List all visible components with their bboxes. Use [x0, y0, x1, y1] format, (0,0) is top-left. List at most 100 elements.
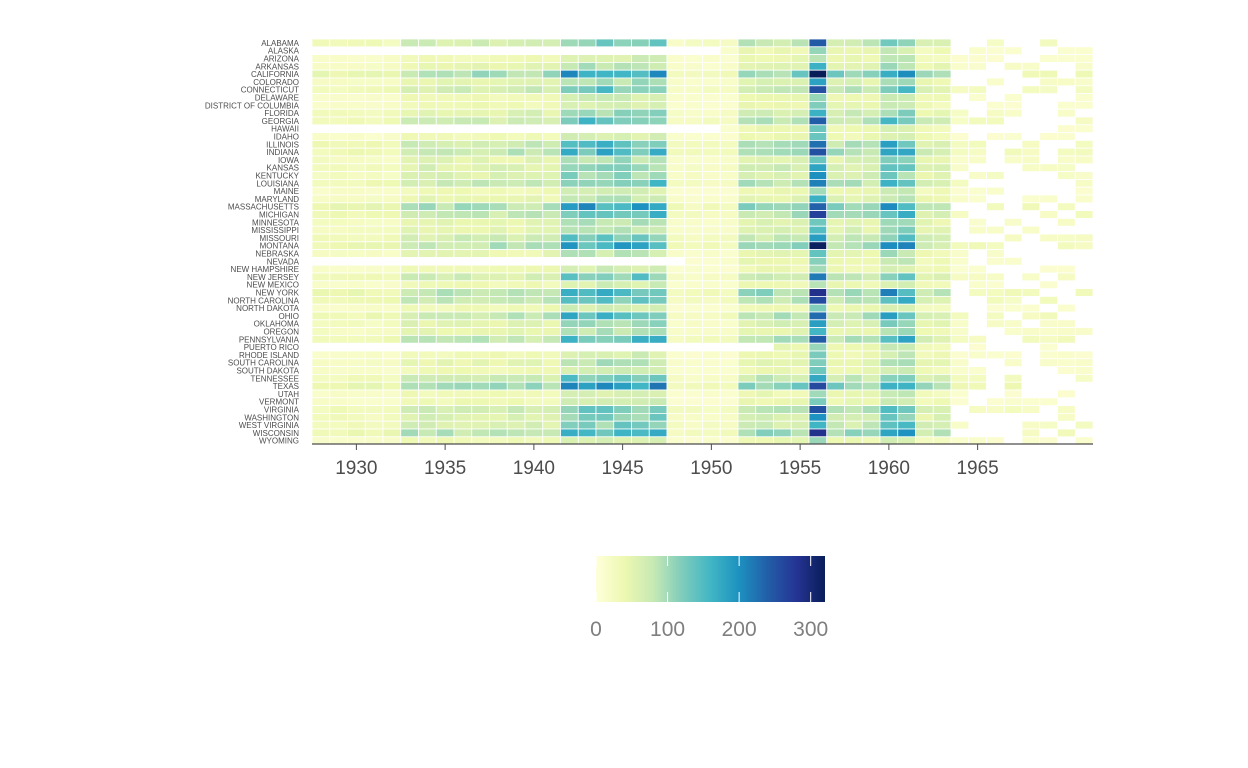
heatmap-cell — [755, 116, 774, 126]
heatmap-cell — [1057, 358, 1076, 367]
heatmap-cell — [844, 241, 863, 251]
heatmap-cell — [684, 62, 703, 71]
heatmap-cell — [560, 241, 579, 251]
heatmap-cell — [631, 93, 650, 102]
heatmap-cell — [577, 69, 597, 79]
heatmap-cell — [915, 350, 934, 360]
heatmap-cell — [560, 186, 579, 196]
heatmap-cell — [560, 428, 579, 438]
heatmap-cell — [844, 186, 863, 196]
heatmap-cell — [1021, 163, 1041, 173]
heatmap-cell — [595, 366, 615, 375]
heatmap-cell — [347, 108, 366, 118]
heatmap-cell — [702, 155, 721, 165]
heatmap-cell — [489, 412, 508, 422]
heatmap-cell — [808, 62, 828, 71]
heatmap-cell — [719, 233, 739, 243]
legend-tick-label: 300 — [793, 618, 828, 641]
heatmap-cell — [560, 163, 579, 173]
heatmap-cell — [329, 366, 348, 375]
heatmap-cell — [950, 358, 970, 367]
heatmap-cell — [382, 311, 402, 321]
heatmap-cell — [1057, 46, 1076, 55]
heatmap-cell — [648, 85, 668, 95]
heatmap-cell — [861, 327, 881, 336]
x-tick-label: 1930 — [335, 458, 377, 479]
heatmap-cell — [844, 62, 863, 71]
heatmap-cell — [577, 178, 597, 188]
heatmap-cell — [542, 186, 561, 196]
heatmap-cell — [595, 186, 615, 196]
heatmap-cell — [915, 334, 934, 344]
heatmap-cell — [915, 428, 934, 438]
heatmap-cell — [755, 101, 774, 110]
heatmap-cell — [506, 62, 526, 71]
heatmap-cell — [684, 303, 703, 313]
heatmap-cell — [489, 373, 508, 383]
heatmap-cell — [418, 69, 437, 79]
heatmap-cell — [311, 366, 331, 375]
heatmap-cell — [524, 163, 544, 173]
heatmap-cell — [719, 225, 739, 235]
heatmap-cell — [364, 350, 384, 360]
heatmap-cell — [364, 194, 384, 204]
heatmap-cell — [773, 69, 792, 79]
heatmap-cell — [471, 116, 490, 126]
heatmap-cell — [400, 69, 419, 79]
heatmap-cell — [524, 62, 544, 71]
heatmap-cell — [613, 249, 632, 258]
heatmap-cell — [1074, 101, 1094, 110]
heatmap-cell — [1057, 405, 1076, 414]
heatmap-cell — [773, 171, 792, 180]
heatmap-cell — [1074, 85, 1094, 95]
heatmap-cell — [897, 69, 916, 79]
heatmap-cell — [755, 272, 774, 282]
heatmap-cell — [879, 295, 899, 305]
heatmap-cell — [879, 233, 899, 243]
heatmap-cell — [755, 366, 774, 375]
heatmap-cell — [861, 358, 881, 367]
heatmap-cell — [1039, 233, 1058, 243]
heatmap-cell — [382, 132, 402, 141]
heatmap-cell — [932, 62, 952, 71]
state-label: DISTRICT OF COLUMBIA — [205, 101, 300, 110]
heatmap-cell — [1074, 178, 1094, 188]
heatmap-cell — [595, 288, 615, 297]
heatmap-cell — [453, 171, 473, 180]
heatmap-cell — [329, 225, 348, 235]
heatmap-cell — [702, 108, 721, 118]
heatmap-cell — [1074, 350, 1094, 360]
heatmap-cell — [577, 38, 597, 48]
heatmap-cell — [577, 233, 597, 243]
heatmap-cell — [666, 397, 686, 406]
heatmap-cell — [311, 334, 331, 344]
heatmap-cell — [506, 334, 526, 344]
heatmap-cell — [311, 93, 331, 102]
heatmap-cell — [471, 77, 490, 87]
heatmap-cell — [915, 101, 934, 110]
heatmap-cell — [861, 241, 881, 251]
legend-colorbar — [596, 556, 825, 602]
heatmap-cell — [986, 295, 1005, 305]
heatmap-cell — [737, 412, 757, 422]
heatmap-cell — [435, 420, 455, 430]
heatmap-cell — [719, 217, 739, 227]
heatmap-cell — [560, 264, 579, 274]
heatmap-cell — [489, 77, 508, 87]
heatmap-cell — [879, 241, 899, 251]
heatmap-cell — [382, 358, 402, 367]
heatmap-cell — [1003, 101, 1023, 110]
heatmap-cell — [808, 405, 828, 414]
heatmap-cell — [471, 147, 490, 157]
heatmap-cell — [755, 373, 774, 383]
heatmap-cell — [950, 116, 970, 126]
heatmap-cell — [595, 412, 615, 422]
heatmap-cell — [915, 210, 934, 219]
heatmap-cell — [844, 373, 863, 383]
heatmap-cell — [932, 147, 952, 157]
heatmap-cell — [613, 327, 632, 336]
heatmap-cell — [950, 272, 970, 282]
heatmap-cell — [471, 358, 490, 367]
heatmap-cell — [861, 163, 881, 173]
heatmap-cell — [1021, 139, 1041, 149]
